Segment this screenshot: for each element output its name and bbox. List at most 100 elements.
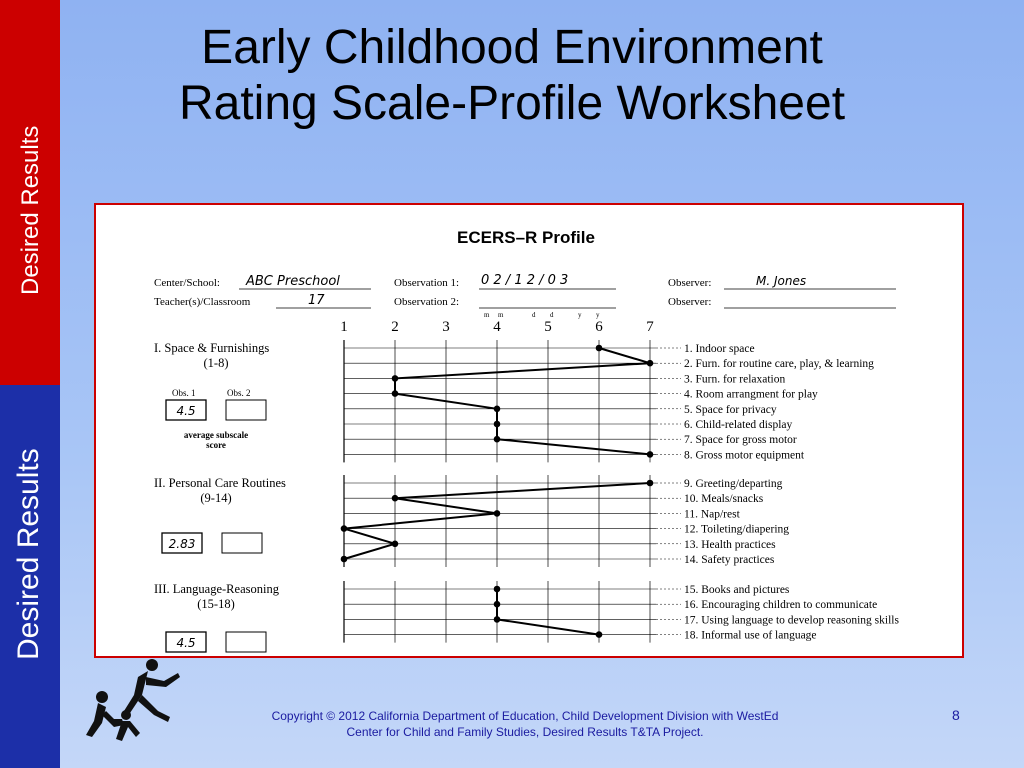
subscale-range: (1-8) [204,356,229,370]
data-point [391,494,399,502]
item-label: 9. Greeting/departing [684,478,783,490]
teacher-classroom-value: 17 [308,293,325,308]
x-tick-5: 5 [544,319,552,335]
x-tick-labels: 1 2 3 4 5 6 7 [340,319,654,335]
observation-1-label: Observation 1: [394,277,459,289]
item-label: 7. Space for gross motor [684,434,797,446]
item-label: 18. Informal use of language [684,630,817,642]
item-label: 5. Space for privacy [684,404,777,416]
data-point [493,616,501,623]
rating-grid [343,340,681,643]
obs1-box-label: Obs. 1 [172,388,196,398]
subscale-score: 4.5 [176,636,195,650]
subscale-labels: I. Space & Furnishings(1-8) Obs. 1 Obs. 2 4… [154,341,286,653]
profile-line-3 [496,589,600,636]
slide-title: Early Childhood Environment Rating Scale… [60,20,964,132]
average-subscale-label: average subscale [184,430,248,440]
center-school-label: Center/School: [154,277,220,289]
x-tick-3: 3 [442,319,450,335]
subscale-3: III. Language-Reasoning(15-18) 4.5 [154,582,280,653]
copyright-line-2: Center for Child and Family Studies, Des… [346,725,704,739]
data-point [340,525,348,532]
item-label: 10. Meals/snacks [684,493,764,505]
subscale-score: 2.83 [169,537,196,551]
date-month-marker-b: m [498,311,504,319]
subscale-range: (9-14) [200,491,231,505]
obs2-score-box [221,532,263,554]
center-school-value: ABC Preschool [245,274,340,289]
data-point [493,420,501,428]
data-point [595,344,603,352]
data-point [646,451,654,458]
observer-1-value: M. Jones [756,274,806,288]
data-point [646,359,654,367]
item-label: 8. Gross motor equipment [684,449,805,461]
profile-line-1 [394,347,651,456]
item-label: 14. Safety practices [684,554,775,566]
observer-1-label: Observer: [668,277,711,289]
obs1-score-box [161,532,203,554]
item-label: 16. Encouraging children to communicate [684,599,877,611]
data-point [340,555,348,563]
obs2-score-box [225,399,267,421]
obs1-score-box [165,631,207,653]
observation-2-label: Observation 2: [394,296,459,308]
data-point [646,479,654,487]
data-point [493,405,501,413]
sidebar-top-label: Desired Results [17,125,44,295]
page-number: 8 [952,707,960,723]
item-label: 15. Books and pictures [684,584,790,596]
data-point [595,631,603,638]
slide-title-line-1: Early Childhood Environment [201,21,823,74]
sidebar-bottom-label: Desired Results [12,448,45,660]
item-label: 4. Room arrangment for play [684,389,818,401]
ecers-profile-chart: ECERS–R Profile Center/School: ABC Presc… [154,228,899,653]
subscale-name: III. Language-Reasoning [154,582,280,596]
date-year-marker-b: y [596,311,600,319]
item-label: 6. Child-related display [684,419,793,431]
x-tick-1: 1 [340,319,348,335]
item-label: 17. Using language to develop reasoning … [684,614,899,626]
subscale-name: II. Personal Care Routines [154,476,286,490]
obs1-score-box [165,399,207,421]
date-day-marker-a: d [532,311,536,319]
item-label: 3. Furn. for relaxation [684,373,785,385]
obs2-box-label: Obs. 2 [227,388,251,398]
x-tick-7: 7 [646,319,654,335]
observer-2-label: Observer: [668,296,711,308]
subscale-range: (15-18) [197,597,235,611]
data-point [493,510,501,517]
date-month-marker-a: m [484,311,490,319]
x-tick-6: 6 [595,319,603,335]
date-day-marker-b: d [550,311,554,319]
date-year-marker-a: y [578,311,582,319]
subscale-1: I. Space & Furnishings(1-8) Obs. 1 Obs. 2 4… [154,341,269,450]
data-point [493,585,501,593]
sidebar-top-band [0,0,60,385]
subscale-2: II. Personal Care Routines(9-14) 2.83 [154,476,286,554]
subscale-score: 4.5 [176,404,195,418]
item-labels: 1. Indoor space 2. Furn. for routine care… [684,343,899,642]
data-point [391,540,399,548]
item-label: 2. Furn. for routine care, play, & learn… [684,358,874,370]
profile-lines [340,344,654,638]
subscale-name: I. Space & Furnishings [154,341,269,355]
data-point [493,435,501,443]
copyright-line-1: Copyright © 2012 California Department o… [271,709,779,723]
worksheet-heading: ECERS–R Profile [457,228,595,247]
children-logo-icon [86,659,180,741]
item-label: 12. Toileting/diapering [684,524,789,536]
x-tick-4: 4 [493,319,501,335]
observation-1-value: 0 2 / 1 2 / 0 3 [481,273,568,288]
item-label: 11. Nap/rest [684,508,741,520]
item-label: 1. Indoor space [684,343,755,355]
copyright-notice: Copyright © 2012 California Department o… [200,708,850,740]
data-point [493,600,501,608]
data-point [391,390,399,397]
average-score-label: score [206,440,226,450]
profile-line-2 [343,482,651,560]
teacher-classroom-label: Teacher(s)/Classroom [154,296,251,308]
x-tick-2: 2 [391,319,399,335]
worksheet-image: ECERS–R Profile Center/School: ABC Presc… [94,203,964,658]
slide-title-line-2: Rating Scale-Profile Worksheet [178,77,846,130]
